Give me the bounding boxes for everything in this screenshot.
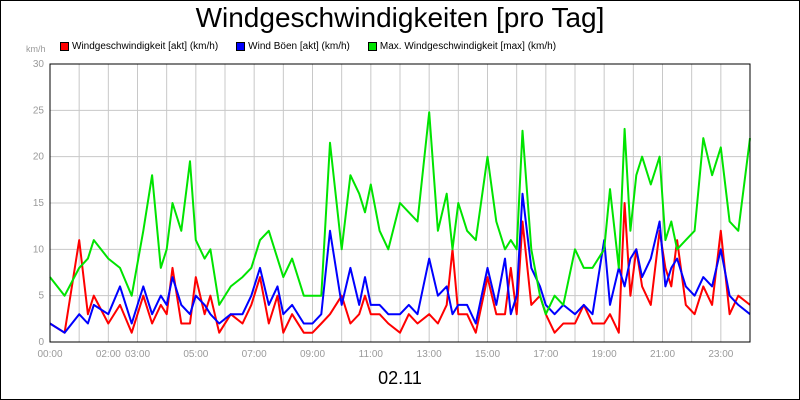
legend-label-max-speed: Max. Windgeschwindigkeit [max] (km/h) — [379, 40, 557, 52]
x-tick-label: 05:00 — [183, 349, 208, 360]
legend: Windgeschwindigkeit [akt] (km/h) Wind Bö… — [60, 39, 574, 53]
legend-swatch-blue — [236, 41, 246, 51]
x-tick-label: 09:00 — [300, 349, 325, 360]
series-line-1 — [49, 192, 751, 334]
x-tick-label: 17:00 — [533, 349, 558, 360]
chart-title: Windgeschwindigkeiten [pro Tag] — [195, 2, 605, 33]
legend-swatch-red — [60, 41, 69, 51]
x-tick-label: 19:00 — [592, 349, 617, 360]
y-tick-label: 0 — [38, 337, 44, 348]
x-tick-label: 07:00 — [242, 349, 267, 360]
x-tick-label: 13:00 — [417, 349, 442, 360]
legend-item-gusts: Wind Böen [akt] (km/h) — [236, 41, 350, 52]
x-tick-label: 00:00 — [37, 349, 62, 360]
series-line-2 — [49, 111, 751, 316]
plot-border — [49, 63, 751, 343]
legend-item-wind-speed: Windgeschwindigkeit [akt] (km/h) — [60, 41, 218, 52]
y-tick-label: 10 — [33, 244, 45, 255]
y-tick-label: 5 — [38, 291, 44, 302]
x-tick-label: 11:00 — [359, 349, 384, 360]
y-tick-label: 20 — [33, 152, 45, 163]
legend-label-gusts: Wind Böen [akt] (km/h) — [248, 40, 350, 52]
x-tick-label: 15:00 — [475, 349, 500, 360]
y-axis-unit-label: km/h — [26, 44, 46, 54]
x-tick-label: 02:00 — [96, 349, 121, 360]
legend-swatch-green — [367, 41, 377, 51]
y-tick-label: 30 — [33, 59, 45, 70]
legend-item-max-speed: Max. Windgeschwindigkeit [max] (km/h) — [367, 40, 557, 52]
x-tick-label: 03:00 — [125, 349, 150, 360]
x-tick-label: 23:00 — [708, 349, 733, 360]
x-axis-date-label: 02.11 — [378, 368, 422, 388]
legend-label-wind-speed: Windgeschwindigkeit [akt] (km/h) — [72, 40, 219, 52]
y-tick-label: 25 — [33, 105, 45, 116]
y-tick-label: 15 — [33, 198, 45, 209]
x-tick-label: 21:00 — [650, 349, 675, 360]
